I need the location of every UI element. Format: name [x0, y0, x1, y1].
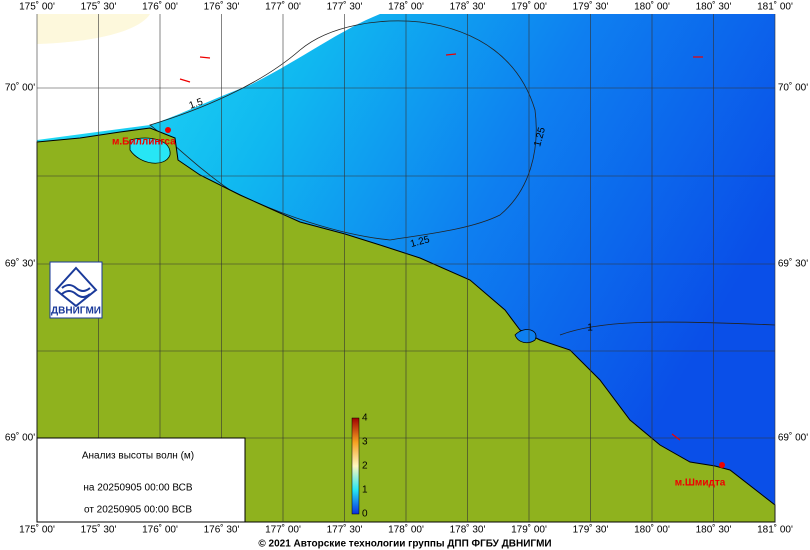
lagoon	[514, 329, 537, 344]
lon-label: 178˚ 30'	[450, 524, 486, 536]
ice-zone	[37, 14, 380, 140]
lon-label: 178˚ 00'	[388, 1, 424, 13]
legend-time: на 20250905 00:00 ВСВ	[83, 483, 192, 494]
place-label: м.Биллингса	[112, 137, 176, 148]
lon-label: 176˚ 30'	[204, 524, 240, 536]
colorbar	[351, 417, 360, 515]
colorbar-label: 0	[362, 509, 368, 520]
lon-label: 178˚ 00'	[388, 524, 424, 536]
lon-label: 175˚ 30'	[81, 524, 117, 536]
station	[719, 462, 725, 468]
legend-issued: от 20250905 00:00 ВСВ	[84, 505, 192, 516]
legend-title: Анализ высоты волн (м)	[82, 451, 194, 462]
station	[165, 127, 171, 133]
lat-label: 69˚ 00'	[5, 432, 35, 444]
colorbar-label: 1	[362, 485, 368, 496]
logo: ДВНИГМИ	[49, 261, 103, 319]
lon-label: 179˚ 30'	[573, 524, 609, 536]
lon-label: 180˚ 30'	[696, 524, 732, 536]
contour-label: 1.25	[409, 234, 431, 250]
lon-label: 180˚ 30'	[696, 1, 732, 13]
lon-label: 176˚ 00'	[142, 1, 178, 13]
colorbar-label: 3	[362, 437, 368, 448]
lon-label: 177˚ 00'	[265, 524, 301, 536]
lon-label: 179˚ 00'	[511, 524, 547, 536]
wave-arrows	[179, 53, 703, 441]
contour-label: 1	[587, 323, 593, 334]
lon-label: 178˚ 30'	[450, 1, 486, 13]
legend-box	[36, 437, 246, 523]
lat-label: 70˚ 00'	[778, 82, 808, 94]
lon-label: 177˚ 30'	[327, 1, 363, 13]
lat-label: 70˚ 00'	[5, 82, 35, 94]
lon-label: 179˚ 30'	[573, 1, 609, 13]
lon-label: 175˚ 00'	[19, 524, 55, 536]
lon-label: 179˚ 00'	[511, 1, 547, 13]
footer: © 2021 Авторские технологии группы ДПП Ф…	[258, 539, 551, 550]
contour-label: 1.5	[188, 96, 205, 111]
lon-label: 180˚ 00'	[634, 1, 670, 13]
place-label: м.Шмидта	[675, 478, 726, 489]
lon-label: 177˚ 30'	[327, 524, 363, 536]
lon-label: 181˚ 00'	[757, 524, 793, 536]
logo-text: ДВНИГМИ	[51, 306, 101, 317]
lon-label: 175˚ 00'	[19, 1, 55, 13]
colorbar-label: 4	[362, 413, 368, 424]
contour-line	[559, 321, 776, 336]
contour-label: 1.25	[532, 126, 548, 148]
lat-label: 69˚ 00'	[778, 432, 808, 444]
lon-label: 176˚ 00'	[142, 524, 178, 536]
lon-label: 181˚ 00'	[757, 1, 793, 13]
lon-label: 180˚ 00'	[634, 524, 670, 536]
lat-label: 69˚ 30'	[778, 258, 808, 270]
lon-label: 176˚ 30'	[204, 1, 240, 13]
lon-label: 175˚ 30'	[81, 1, 117, 13]
lon-label: 177˚ 00'	[265, 1, 301, 13]
lat-label: 69˚ 30'	[5, 258, 35, 270]
ice-zone-light	[37, 14, 150, 44]
colorbar-label: 2	[362, 461, 368, 472]
